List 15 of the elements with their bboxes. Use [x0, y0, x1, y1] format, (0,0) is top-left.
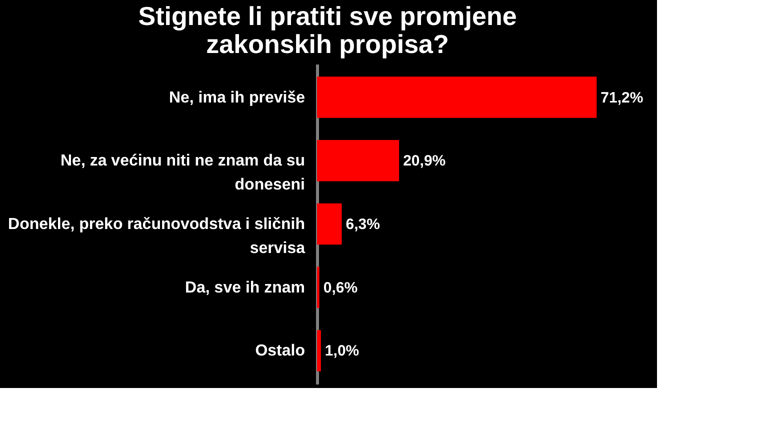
data-label: 6,3% [346, 216, 380, 233]
data-label: 71,2% [600, 89, 644, 106]
data-label: 1,0% [324, 342, 360, 360]
data-label: 0,6% [323, 279, 358, 296]
bar [317, 330, 321, 372]
data-label: 20,9% [403, 152, 446, 170]
y-tick-label: Da, sve ih znam [184, 279, 305, 296]
y-tick-label: Ostalo [255, 342, 306, 360]
y-tick-label: Donekle, preko računovodstva i sličnih servisa [8, 216, 306, 257]
bar [317, 203, 342, 245]
bar [317, 76, 597, 118]
y-tick-label: Ne, ima ih previše [168, 89, 306, 106]
y-tick-label: Ne, za većinu niti ne znam da su doneseni [60, 152, 305, 194]
chart-title: Stignete li pratiti sve promjene zakonskih propisa? [138, 1, 517, 59]
bar [317, 140, 400, 182]
